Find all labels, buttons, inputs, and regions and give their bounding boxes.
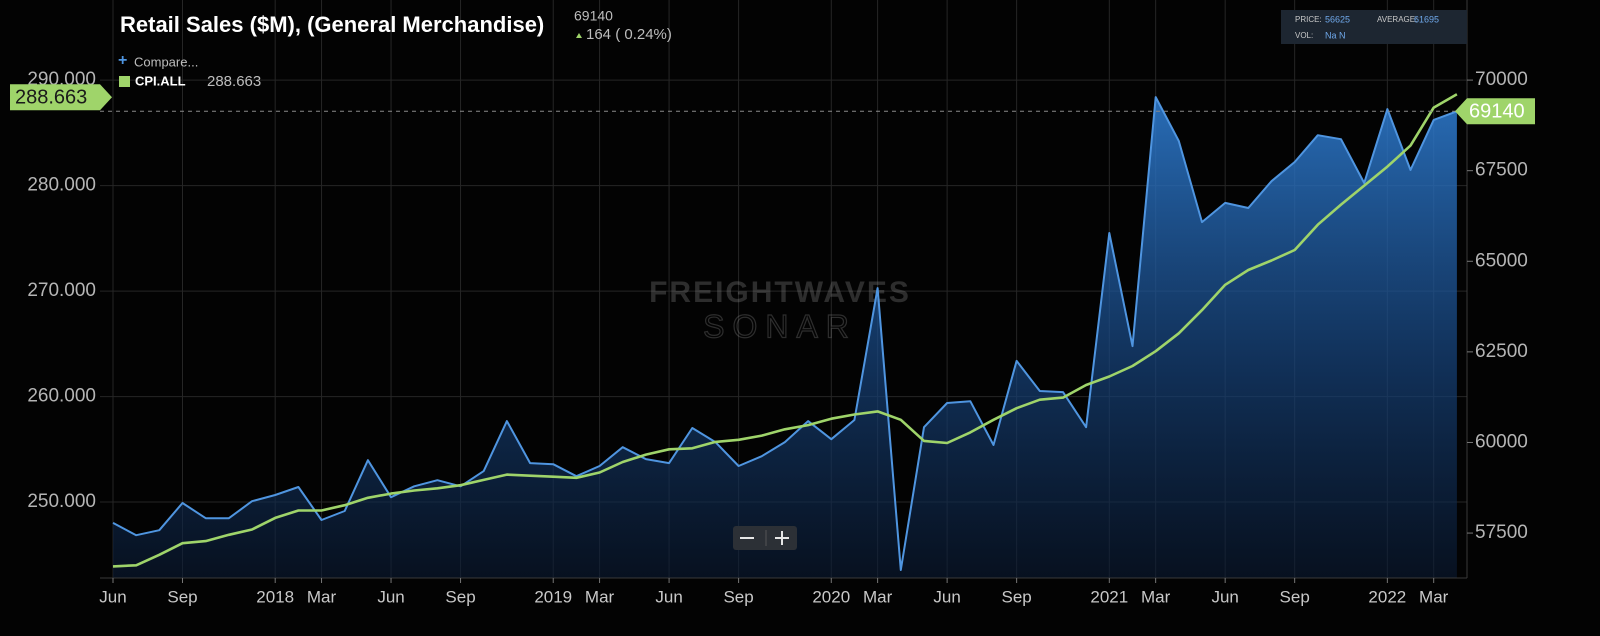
- left-badge-label: 288.663: [15, 87, 87, 109]
- zoom-controls: [733, 526, 797, 550]
- y-tick-label: 260.000: [27, 386, 96, 407]
- legend-entry[interactable]: CPI.ALL: [135, 73, 186, 88]
- plot: [100, 93, 1467, 578]
- x-tick-label: Jun: [99, 587, 126, 606]
- average-label: AVERAGE:: [1377, 15, 1417, 24]
- left-badge: [10, 84, 112, 111]
- x-tick-label: 2019: [534, 587, 572, 606]
- x-tick-label: Jun: [377, 587, 404, 606]
- vol: Na N: [1325, 30, 1346, 40]
- right-badge-label: 69140: [1469, 101, 1525, 123]
- y2-tick-label: 57500: [1475, 522, 1528, 543]
- axes: 250.000260.000270.000280.000290.00057500…: [10, 0, 1535, 606]
- average: 61695: [1414, 14, 1439, 24]
- x-tick-label: Mar: [1141, 587, 1171, 606]
- watermark-brand: FREIGHTWAVES: [649, 276, 911, 309]
- chart-title[interactable]: Retail Sales ($M), (General Merchandise): [120, 12, 544, 37]
- watermark: FREIGHTWAVES SONAR: [649, 276, 911, 345]
- last-value: 69140: [574, 8, 613, 24]
- x-tick-label: Sep: [1280, 587, 1310, 606]
- y2-tick-label: 67500: [1475, 160, 1528, 181]
- x-tick-label: 2020: [812, 587, 850, 606]
- x-tick-label: Sep: [167, 587, 197, 606]
- line: [112, 93, 1458, 568]
- x-tick-label: Jun: [933, 587, 960, 606]
- y-tick-label: 280.000: [27, 175, 96, 196]
- y2-tick-label: 60000: [1475, 431, 1528, 452]
- legend-value: 288.663: [207, 73, 261, 90]
- info-box-bg: [1281, 10, 1467, 44]
- x-tick-label: 2021: [1090, 587, 1128, 606]
- x-tick-label: Mar: [307, 587, 337, 606]
- up-arrow: [576, 33, 582, 38]
- vol-label: VOL:: [1295, 31, 1313, 40]
- info-box: PRICE: 56625 AVERAGE: 61695 VOL: Na N: [1281, 10, 1467, 44]
- x-tick-label: Jun: [1211, 587, 1238, 606]
- right-badge: [1455, 98, 1535, 125]
- price: 56625: [1325, 14, 1350, 24]
- x-tick-label: Mar: [863, 587, 893, 606]
- x-tick-label: 2022: [1368, 587, 1406, 606]
- x-tick-label: 2018: [256, 587, 294, 606]
- y2-tick-label: 70000: [1475, 69, 1528, 90]
- change: 164 ( 0.24%): [586, 26, 672, 43]
- y-tick-label: 270.000: [27, 280, 96, 301]
- y2-tick-label: 65000: [1475, 250, 1528, 271]
- area: [113, 97, 1457, 578]
- legend-swatch: [119, 76, 130, 87]
- x-tick-label: Sep: [723, 587, 753, 606]
- compare[interactable]: Compare...: [134, 54, 198, 69]
- x-tick-label: Mar: [1419, 587, 1449, 606]
- y2-tick-label: 62500: [1475, 341, 1528, 362]
- y-tick-label: 250.000: [27, 491, 96, 512]
- price-label: PRICE:: [1295, 15, 1322, 24]
- x-tick-label: Mar: [585, 587, 615, 606]
- x-tick-label: Jun: [655, 587, 682, 606]
- line: [112, 96, 1458, 571]
- compare-plus[interactable]: +: [118, 52, 127, 69]
- watermark-product: SONAR: [703, 308, 857, 344]
- x-tick-label: Sep: [445, 587, 475, 606]
- x-tick-label: Sep: [1002, 587, 1032, 606]
